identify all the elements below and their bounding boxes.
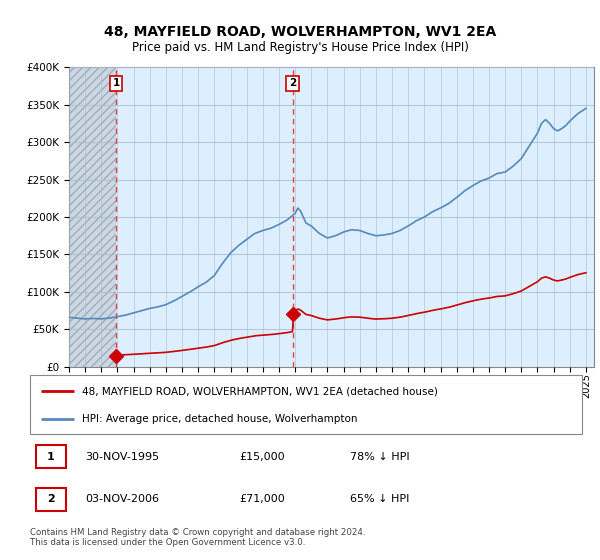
FancyBboxPatch shape (35, 446, 66, 468)
Text: 78% ↓ HPI: 78% ↓ HPI (350, 452, 410, 462)
Text: 48, MAYFIELD ROAD, WOLVERHAMPTON, WV1 2EA: 48, MAYFIELD ROAD, WOLVERHAMPTON, WV1 2E… (104, 25, 496, 39)
Text: 65% ↓ HPI: 65% ↓ HPI (350, 494, 410, 505)
Text: £15,000: £15,000 (240, 452, 286, 462)
Text: 1: 1 (47, 452, 55, 462)
Text: 30-NOV-1995: 30-NOV-1995 (85, 452, 160, 462)
Text: £71,000: £71,000 (240, 494, 286, 505)
Text: 2: 2 (47, 494, 55, 505)
Text: Price paid vs. HM Land Registry's House Price Index (HPI): Price paid vs. HM Land Registry's House … (131, 41, 469, 54)
FancyBboxPatch shape (30, 375, 582, 434)
Text: 2: 2 (289, 78, 296, 88)
Text: HPI: Average price, detached house, Wolverhampton: HPI: Average price, detached house, Wolv… (82, 414, 358, 424)
FancyBboxPatch shape (35, 488, 66, 511)
Text: 48, MAYFIELD ROAD, WOLVERHAMPTON, WV1 2EA (detached house): 48, MAYFIELD ROAD, WOLVERHAMPTON, WV1 2E… (82, 386, 439, 396)
Text: 03-NOV-2006: 03-NOV-2006 (85, 494, 159, 505)
Text: Contains HM Land Registry data © Crown copyright and database right 2024.
This d: Contains HM Land Registry data © Crown c… (30, 528, 365, 547)
Text: 1: 1 (113, 78, 120, 88)
Bar (69, 67, 116, 367)
